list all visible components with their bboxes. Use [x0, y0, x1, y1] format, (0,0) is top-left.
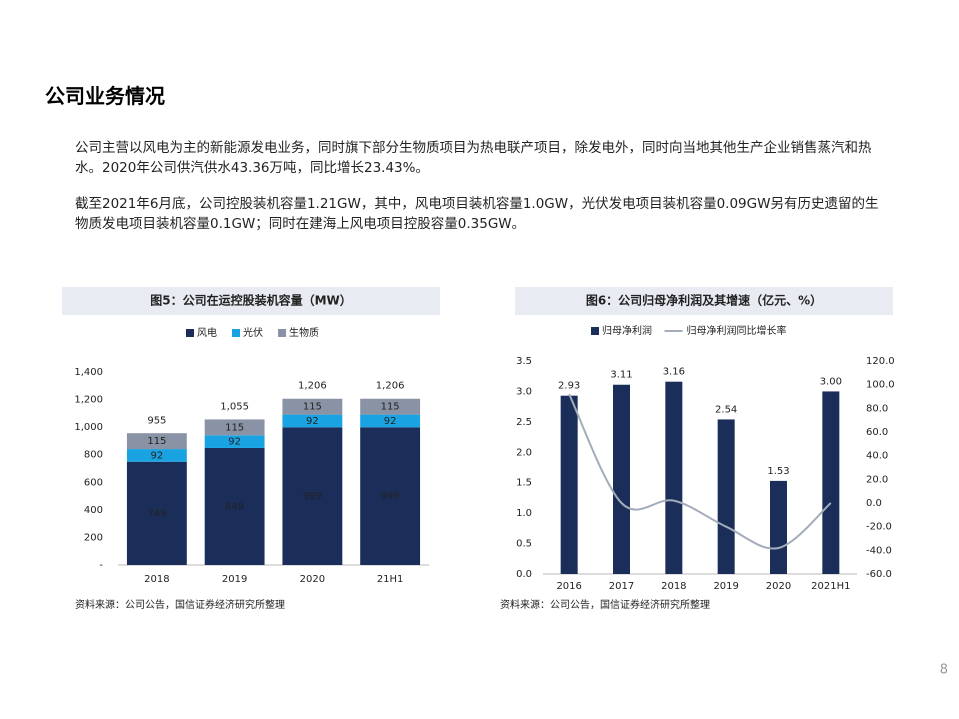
x-tick-label: 2018 — [661, 581, 686, 592]
bar-segment — [282, 398, 343, 415]
y-tick-label: 3.0 — [516, 386, 532, 397]
x-tick-label: 2016 — [556, 581, 581, 592]
y-tick-label: 1,000 — [74, 422, 103, 433]
source-note: 资料来源：公司公告，国信证券经济研究所整理 — [500, 598, 710, 611]
bar-segment — [126, 449, 187, 462]
data-label: 92 — [151, 450, 164, 461]
total-label: 1,206 — [298, 381, 327, 392]
bar-segment — [282, 414, 343, 428]
y-tick-label: 0.5 — [516, 539, 532, 550]
y-tick-label: 80.0 — [866, 403, 888, 414]
chart-title: 图6：公司归母净利润及其增速（亿元、%） — [586, 293, 822, 308]
x-tick-label: 21H1 — [377, 574, 404, 585]
y-tick-label: 1,200 — [74, 395, 103, 406]
legend-label: 生物质 — [289, 326, 319, 339]
y-tick-label: 800 — [84, 450, 103, 461]
line — [568, 393, 832, 550]
chart-header — [515, 287, 893, 315]
page-number: 8 — [940, 663, 948, 678]
y-tick-label: 120.0 — [866, 356, 895, 367]
y-tick-label: 0.0 — [516, 569, 532, 580]
y-tick-label: 3.5 — [516, 356, 532, 367]
legend-swatch — [591, 327, 599, 335]
bar-segment — [360, 427, 421, 565]
chart-header — [62, 287, 440, 315]
y-tick-label: -20.0 — [866, 522, 892, 533]
paragraph: 截至2021年6月底，公司控股装机容量1.21GW，其中，风电项目装机容量1.0… — [75, 196, 879, 232]
bar-segment — [360, 414, 421, 428]
legend-swatch — [232, 329, 240, 337]
data-label: 115 — [225, 422, 244, 433]
y-tick-label: 200 — [84, 532, 103, 543]
source-note: 资料来源：公司公告，国信证券经济研究所整理 — [75, 598, 285, 611]
y-tick-label: - — [99, 560, 103, 571]
data-label: 92 — [228, 437, 241, 448]
bar — [717, 419, 735, 574]
data-label: 849 — [225, 501, 244, 512]
x-tick-label: 2019 — [222, 574, 247, 585]
bar-segment — [126, 461, 187, 565]
y-tick-label: 40.0 — [866, 451, 888, 462]
bar-segment — [204, 435, 265, 448]
total-label: 955 — [147, 415, 166, 426]
legend-label: 归母净利润 — [602, 324, 652, 337]
y-tick-label: 2.5 — [516, 417, 532, 428]
chart-title: 图5：公司在运控股装机容量（MW） — [150, 293, 352, 308]
data-label: 3.11 — [610, 370, 632, 381]
bar — [560, 395, 578, 574]
data-label: 115 — [147, 436, 166, 447]
bar-segment — [126, 433, 187, 450]
data-label: 2.93 — [558, 381, 580, 392]
data-label: 2.54 — [715, 404, 737, 415]
y-tick-label: 60.0 — [866, 427, 888, 438]
y-tick-label: 600 — [84, 477, 103, 488]
data-label: 999 — [303, 491, 322, 502]
legend-swatch — [186, 329, 194, 337]
x-tick-label: 2020 — [300, 574, 325, 585]
x-tick-label: 2019 — [713, 581, 738, 592]
y-tick-label: 1.0 — [516, 508, 532, 519]
y-tick-label: 0.0 — [866, 498, 882, 509]
bar — [665, 381, 683, 574]
x-tick-label: 2018 — [144, 574, 169, 585]
bar-segment — [204, 419, 265, 436]
page-title: 公司业务情况 — [45, 84, 165, 108]
data-label: 749 — [147, 508, 166, 519]
data-label: 999 — [381, 491, 400, 502]
paragraph: 公司主营以风电为主的新能源发电业务，同时旗下部分生物质项目为热电联产项目，除发电… — [75, 140, 872, 176]
bar-segment — [282, 427, 343, 565]
data-label: 3.16 — [663, 367, 685, 378]
bar-segment — [360, 398, 421, 415]
data-label: 92 — [384, 416, 397, 427]
bar-segment — [204, 447, 265, 565]
x-tick-label: 2021H1 — [811, 581, 850, 592]
bar — [613, 384, 630, 574]
y-tick-label: 1.5 — [516, 478, 532, 489]
data-label: 115 — [381, 402, 400, 413]
y-tick-label: 2.0 — [516, 447, 532, 458]
y-tick-label: 400 — [84, 505, 103, 516]
x-tick-label: 2017 — [609, 581, 634, 592]
y-tick-label: -40.0 — [866, 545, 892, 556]
y-tick-label: 20.0 — [866, 474, 888, 485]
legend-label: 归母净利润同比增长率 — [687, 324, 787, 337]
legend-label: 风电 — [197, 326, 217, 339]
bar — [822, 391, 840, 574]
data-label: 115 — [303, 402, 322, 413]
y-tick-label: -60.0 — [866, 569, 892, 580]
data-label: 3.00 — [820, 376, 842, 387]
total-label: 1,055 — [220, 402, 249, 413]
total-label: 1,206 — [376, 381, 405, 392]
x-tick-label: 2020 — [766, 581, 791, 592]
data-label: 1.53 — [767, 466, 789, 477]
legend-swatch — [278, 329, 286, 337]
bar — [770, 480, 787, 574]
legend-label: 光伏 — [243, 326, 263, 339]
y-tick-label: 1,400 — [74, 367, 103, 378]
data-label: 92 — [306, 416, 319, 427]
y-tick-label: 100.0 — [866, 380, 895, 391]
